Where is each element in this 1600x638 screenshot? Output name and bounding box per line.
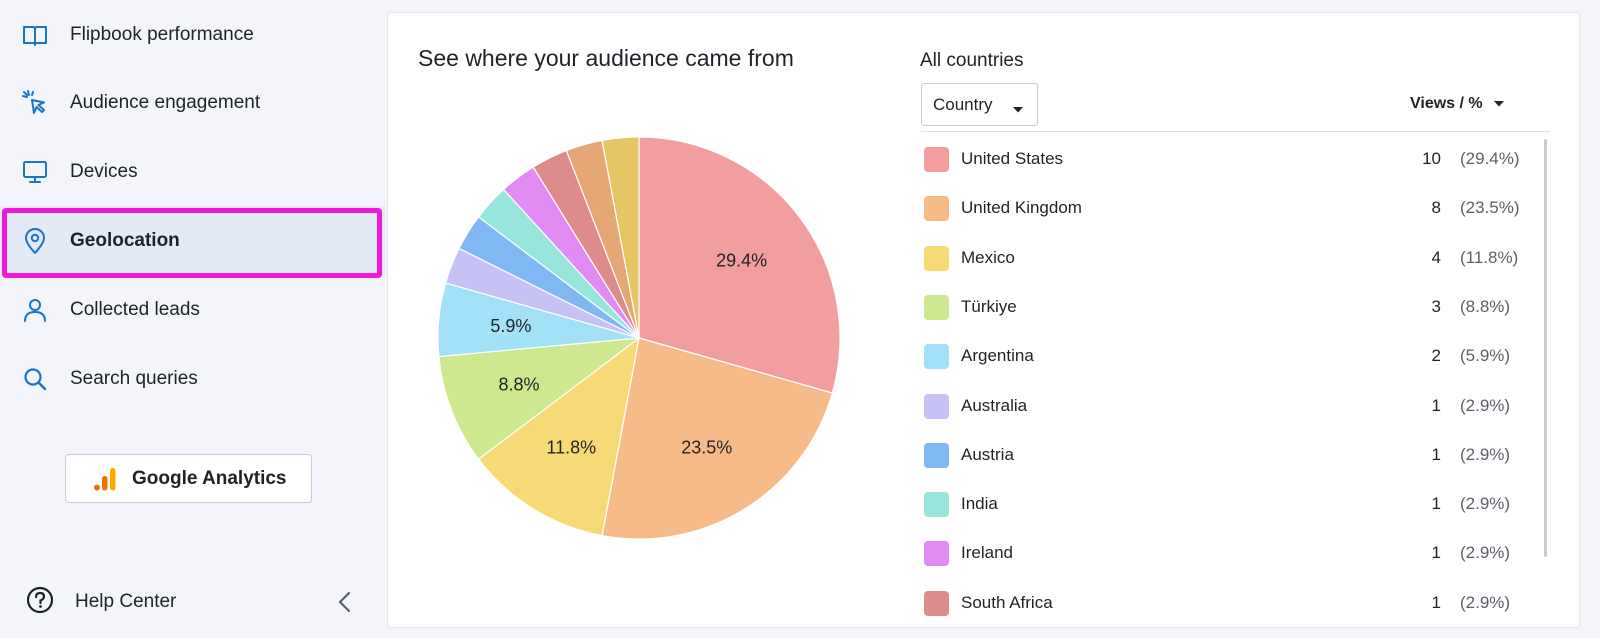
country-row[interactable]: Austria 1 (2.9%) [921, 431, 1533, 480]
legend-swatch [924, 294, 949, 320]
country-row[interactable]: United States 10 (29.4%) [921, 135, 1533, 184]
sidebar-item-flipbook-performance[interactable]: Flipbook performance [0, 0, 385, 69]
legend-swatch [924, 541, 949, 567]
country-views: 8 [1431, 198, 1441, 218]
country-list: United States 10 (29.4%) United Kingdom 8 (23… [921, 132, 1533, 628]
cursor-click-icon [22, 89, 48, 116]
country-views: 1 [1431, 494, 1441, 514]
pie-slice[interactable] [438, 337, 642, 460]
google-analytics-icon [94, 468, 116, 496]
country-percent: (2.9%) [1460, 395, 1511, 415]
country-views: 10 [1422, 149, 1441, 168]
list-scrollbar[interactable] [1544, 139, 1547, 557]
country-row[interactable]: Australia 1 (2.9%) [921, 382, 1533, 431]
country-name: South Africa [961, 592, 1053, 612]
legend-swatch [924, 492, 949, 518]
google-analytics-button[interactable]: Google Analytics [65, 454, 312, 503]
pie-slice-label: 23.5% [681, 437, 732, 457]
filter-title: All countries [920, 50, 1024, 71]
sidebar-item-audience-engagement[interactable]: Audience engagement [0, 68, 385, 137]
sidebar-item-search-queries[interactable]: Search queries [0, 344, 385, 413]
country-row[interactable]: United Kingdom 8 (23.5%) [921, 184, 1533, 233]
country-views: 2 [1431, 346, 1441, 366]
country-name: Australia [961, 395, 1028, 415]
country-select-value: Country [933, 94, 993, 114]
pie-slice-label: 29.4% [716, 250, 767, 270]
country-row[interactable]: India 1 (2.9%) [921, 480, 1533, 529]
views-sort-button[interactable]: Views / % [1410, 95, 1505, 113]
legend-swatch [924, 590, 949, 616]
chart-title: See where your audience came from [418, 45, 794, 71]
legend-swatch [924, 196, 949, 222]
sidebar-item-geolocation[interactable]: Geolocation [0, 206, 385, 275]
collapse-sidebar-icon[interactable] [336, 590, 354, 619]
search-icon [22, 366, 48, 392]
help-center-label: Help Center [75, 591, 177, 612]
monitor-icon [22, 159, 48, 185]
legend-swatch [924, 245, 949, 271]
country-views: 3 [1431, 296, 1441, 316]
country-row[interactable]: Mexico 4 (11.8%) [921, 234, 1533, 283]
country-views: 1 [1431, 592, 1441, 612]
country-name: Ireland [961, 543, 1013, 563]
sidebar-item-label: Flipbook performance [70, 23, 254, 45]
pie-slice[interactable] [477, 336, 640, 537]
pie-slice[interactable] [638, 136, 841, 394]
pie-slice[interactable] [601, 136, 640, 339]
country-row[interactable]: Argentina 2 (5.9%) [921, 332, 1533, 381]
caret-down-icon [1012, 101, 1024, 119]
country-row[interactable]: Türkiye 3 (8.8%) [921, 283, 1533, 332]
pie-chart: 29.4% 23.5% 11.8% 8.8% 5.9% [437, 136, 841, 540]
country-name: Mexico [961, 247, 1015, 267]
book-icon [22, 22, 48, 48]
country-views: 1 [1431, 444, 1441, 464]
pie-slice[interactable] [601, 337, 834, 540]
table-divider [921, 131, 1550, 132]
sidebar-item-label: Devices [70, 160, 138, 182]
country-percent: (2.9%) [1460, 592, 1511, 612]
country-percent: (2.9%) [1460, 444, 1511, 464]
pie-slice-label: 11.8% [546, 437, 596, 457]
country-select[interactable]: Country [921, 83, 1038, 126]
legend-swatch [924, 442, 949, 468]
country-percent: (2.9%) [1460, 543, 1511, 563]
country-row[interactable]: South Africa 1 (2.9%) [921, 579, 1533, 628]
country-views: 4 [1431, 247, 1441, 267]
geolocation-card: See where your audience came from 29.4% 2… [387, 12, 1580, 628]
sidebar: Flipbook performance Audience engagement… [0, 0, 385, 638]
country-name: United States [961, 149, 1064, 168]
country-views: 1 [1431, 543, 1441, 563]
country-percent: (11.8%) [1460, 247, 1519, 267]
sidebar-item-devices[interactable]: Devices [0, 137, 385, 206]
pie-slice-label: 8.8% [499, 374, 540, 394]
help-circle-icon [26, 586, 54, 619]
sidebar-item-label: Collected leads [70, 298, 200, 320]
views-sort-label: Views / % [1410, 95, 1483, 112]
person-icon [22, 297, 48, 323]
help-center[interactable]: Help Center [0, 580, 385, 624]
country-percent: (2.9%) [1460, 494, 1511, 514]
country-name: Austria [961, 444, 1014, 464]
map-pin-icon [22, 227, 48, 254]
legend-swatch [924, 344, 949, 370]
country-name: Türkiye [961, 296, 1017, 316]
sidebar-item-label: Search queries [70, 367, 198, 389]
caret-down-icon [1493, 95, 1505, 113]
legend-swatch [924, 393, 949, 419]
google-analytics-label: Google Analytics [132, 467, 287, 489]
country-name: United Kingdom [961, 198, 1082, 218]
country-percent: (23.5%) [1460, 198, 1520, 218]
pie-slice-label: 5.9% [490, 316, 531, 336]
country-name: Argentina [961, 346, 1034, 366]
country-percent: (29.4%) [1460, 149, 1520, 168]
country-percent: (8.8%) [1460, 296, 1511, 316]
country-row[interactable]: Ireland 1 (2.9%) [921, 529, 1533, 578]
sidebar-item-label: Geolocation [70, 229, 180, 251]
country-views: 1 [1431, 395, 1441, 415]
country-name: India [961, 494, 998, 514]
sidebar-item-collected-leads[interactable]: Collected leads [0, 275, 385, 344]
country-percent: (5.9%) [1460, 346, 1511, 366]
legend-swatch [924, 147, 949, 172]
sidebar-item-label: Audience engagement [70, 91, 261, 113]
